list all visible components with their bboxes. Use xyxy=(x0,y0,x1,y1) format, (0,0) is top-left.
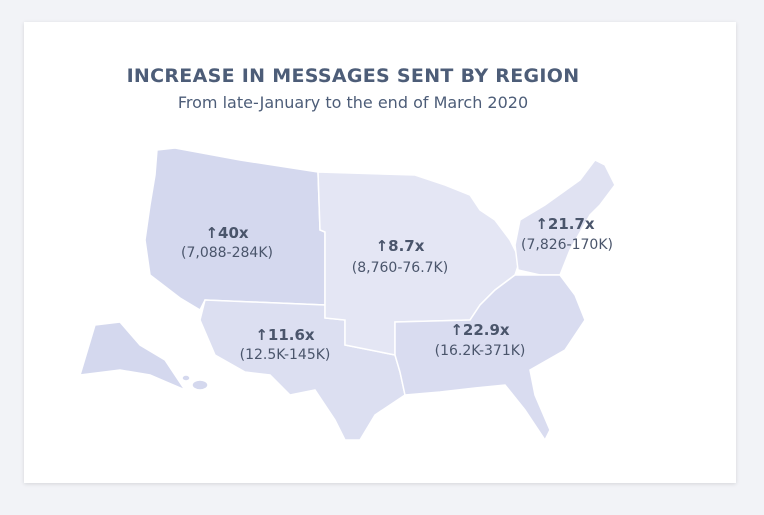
subtitle: From late-January to the end of March 20… xyxy=(178,93,528,112)
region-increase: ↑11.6x xyxy=(255,326,315,344)
hawaii xyxy=(191,379,209,391)
region-range: (16.2K-371K) xyxy=(435,343,526,359)
region-increase: ↑40x xyxy=(205,224,248,242)
region-increase: ↑22.9x xyxy=(450,321,510,339)
region-southeast xyxy=(394,274,586,442)
title: INCREASE IN MESSAGES SENT BY REGION xyxy=(127,65,580,87)
region-northeast xyxy=(514,159,616,276)
region-range: (12.5K-145K) xyxy=(240,347,331,363)
alaska xyxy=(78,321,188,392)
region-range: (7,088-284K) xyxy=(181,245,273,261)
region-range: (8,760-76.7K) xyxy=(352,260,448,276)
hawaii xyxy=(181,374,191,382)
region-range: (7,826-170K) xyxy=(521,237,613,253)
region-increase: ↑21.7x xyxy=(535,215,595,233)
region-increase: ↑8.7x xyxy=(376,237,425,255)
